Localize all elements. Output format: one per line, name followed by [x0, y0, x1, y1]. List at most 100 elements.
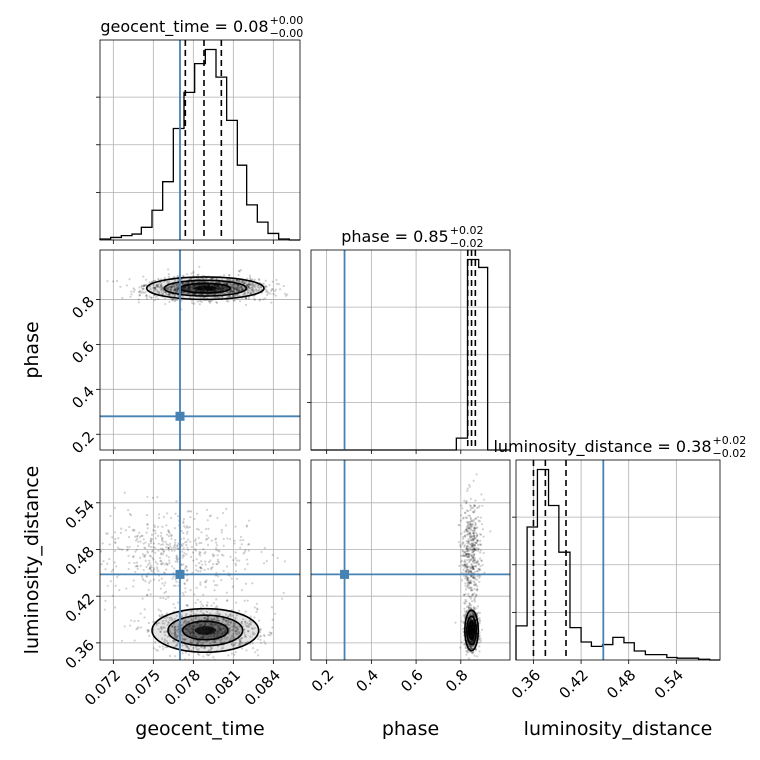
- scatter-point: [202, 635, 205, 638]
- scatter-point: [251, 642, 254, 645]
- scatter-point: [249, 635, 252, 638]
- scatter-point: [173, 635, 176, 638]
- scatter-point: [140, 285, 143, 288]
- scatter-point: [264, 297, 267, 300]
- scatter-point: [462, 537, 465, 540]
- scatter-point: [186, 287, 189, 291]
- scatter-point: [147, 621, 151, 625]
- scatter-point: [218, 627, 221, 631]
- scatter-point: [221, 631, 224, 635]
- scatter-point: [242, 618, 245, 621]
- scatter-point: [153, 529, 157, 532]
- scatter-point: [184, 288, 187, 291]
- scatter-point: [472, 612, 475, 615]
- scatter-point: [244, 620, 247, 623]
- density-fill-1-3: [194, 626, 216, 635]
- scatter-point: [163, 631, 166, 634]
- scatter-point: [159, 630, 162, 633]
- scatter-point: [220, 285, 224, 288]
- scatter-point: [467, 594, 470, 597]
- scatter-point: [471, 634, 474, 637]
- scatter-point: [216, 285, 219, 288]
- scatter-point: [146, 628, 149, 631]
- contour-1-2: [181, 620, 229, 641]
- scatter-point: [196, 284, 199, 287]
- scatter-point: [216, 287, 220, 290]
- scatter-point: [462, 550, 465, 553]
- scatter-point: [141, 534, 144, 538]
- scatter-point: [283, 560, 287, 563]
- scatter-point: [153, 551, 157, 554]
- scatter-point: [154, 641, 157, 644]
- scatter-point: [196, 273, 199, 277]
- scatter-point: [201, 280, 204, 284]
- scatter-point: [192, 631, 195, 635]
- scatter-point: [238, 630, 241, 634]
- scatter-point: [218, 292, 221, 295]
- scatter-point: [465, 579, 469, 582]
- scatter-point: [145, 513, 149, 517]
- scatter-point: [469, 634, 472, 637]
- scatter-point: [235, 289, 238, 292]
- scatter-point: [468, 553, 471, 556]
- scatter-point: [246, 284, 249, 287]
- scatter-point: [229, 278, 232, 282]
- scatter-point: [480, 559, 483, 562]
- density-fill-0-3: [193, 285, 218, 291]
- scatter-point: [203, 284, 206, 287]
- scatter-point: [472, 557, 475, 560]
- scatter-point: [211, 618, 214, 621]
- scatter-point: [467, 606, 471, 609]
- scatter-point: [170, 285, 174, 288]
- scatter-point: [185, 273, 189, 276]
- scatter-point: [229, 290, 232, 293]
- scatter-point: [465, 553, 468, 556]
- scatter-point: [209, 301, 212, 304]
- scatter-point: [473, 537, 476, 540]
- scatter-point: [243, 292, 246, 295]
- scatter-point: [475, 534, 478, 538]
- scatter-point: [225, 282, 229, 285]
- scatter-point: [245, 649, 248, 652]
- scatter-point: [192, 646, 195, 650]
- scatter-point: [152, 647, 155, 650]
- scatter-point: [212, 635, 215, 638]
- scatter-point: [205, 603, 208, 607]
- scatter-point: [267, 633, 270, 637]
- scatter-point: [250, 287, 253, 290]
- scatter-point: [155, 566, 159, 569]
- scatter-point: [180, 529, 183, 533]
- scatter-point: [465, 547, 468, 551]
- scatter-point: [236, 289, 239, 293]
- scatter-point: [232, 290, 235, 293]
- scatter-point: [156, 291, 159, 294]
- scatter-point: [142, 284, 145, 288]
- scatter-point: [214, 631, 217, 635]
- scatter-point: [200, 541, 203, 545]
- scatter-point: [220, 633, 224, 637]
- scatter-point: [246, 284, 249, 287]
- scatter-point: [471, 537, 475, 541]
- scatter-point: [197, 277, 200, 280]
- scatter-point: [157, 297, 160, 301]
- scatter-point: [184, 285, 188, 288]
- xtick-label-geocent_time: 0.072: [81, 666, 124, 709]
- scatter-point: [208, 624, 211, 627]
- scatter-point: [238, 289, 241, 293]
- scatter-point: [234, 626, 237, 629]
- scatter-point: [215, 544, 219, 547]
- scatter-point: [208, 284, 211, 287]
- scatter-point: [124, 529, 128, 532]
- scatter-point: [469, 618, 472, 622]
- scatter-point: [471, 545, 475, 548]
- scatter-point: [206, 617, 209, 620]
- scatter-point: [137, 540, 140, 543]
- scatter-point: [167, 621, 170, 625]
- scatter-point: [176, 644, 179, 647]
- scatter-point: [146, 575, 149, 578]
- scatter-point: [478, 576, 481, 579]
- scatter-point: [188, 630, 191, 633]
- scatter-point: [473, 536, 476, 539]
- scatter-point: [191, 631, 194, 634]
- scatter-point: [482, 551, 485, 555]
